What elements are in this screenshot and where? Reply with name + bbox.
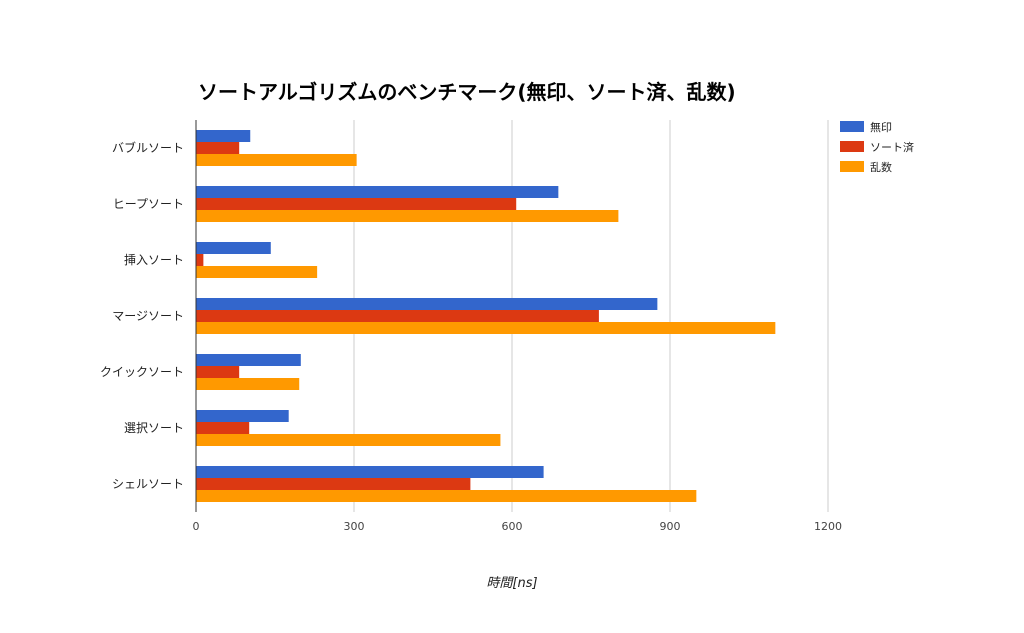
bar	[196, 298, 658, 310]
legend-swatch	[840, 141, 864, 152]
legend-label[interactable]: 乱数	[870, 161, 892, 174]
bar	[196, 378, 300, 390]
bar	[196, 366, 240, 378]
category-label: バブルソート	[112, 140, 184, 155]
category-label: クイックソート	[100, 365, 184, 379]
category-label: 挿入ソート	[124, 253, 184, 267]
bar	[196, 130, 251, 142]
bar	[196, 210, 619, 222]
bars	[196, 130, 776, 502]
legend-swatch	[840, 121, 864, 132]
x-tick-label: 1200	[814, 520, 842, 533]
bar	[196, 490, 697, 502]
bar	[196, 422, 250, 434]
bar	[196, 154, 357, 166]
legend-swatch	[840, 161, 864, 172]
bar	[196, 242, 271, 254]
bar	[196, 186, 559, 198]
category-label: 選択ソート	[124, 421, 184, 435]
bar	[196, 466, 544, 478]
x-tick-labels: 0 300 600 900 1200	[193, 520, 843, 533]
legend-label[interactable]: 無印	[870, 120, 892, 134]
bar	[196, 322, 776, 334]
legend-label[interactable]: ソート済	[870, 140, 914, 154]
bar	[196, 254, 204, 266]
bar	[196, 198, 517, 210]
x-tick-label: 900	[660, 520, 681, 533]
bar	[196, 354, 301, 366]
category-label: ヒープソート	[113, 197, 184, 211]
bar	[196, 142, 240, 154]
chart-title: ソートアルゴリズムのベンチマーク(無印、ソート済、乱数)	[198, 80, 736, 104]
x-axis-label: 時間[ns]	[486, 576, 537, 591]
bar	[196, 266, 318, 278]
category-labels: バブルソートヒープソート挿入ソートマージソートクイックソート選択ソートシェルソー…	[100, 140, 184, 491]
x-tick-label: 300	[344, 520, 365, 533]
bar	[196, 410, 289, 422]
category-label: シェルソート	[112, 477, 184, 491]
bar	[196, 478, 471, 490]
bar	[196, 434, 501, 446]
category-label: マージソート	[112, 309, 184, 323]
x-tick-label: 600	[502, 520, 523, 533]
x-tick-label: 0	[193, 520, 200, 533]
bar	[196, 310, 599, 322]
